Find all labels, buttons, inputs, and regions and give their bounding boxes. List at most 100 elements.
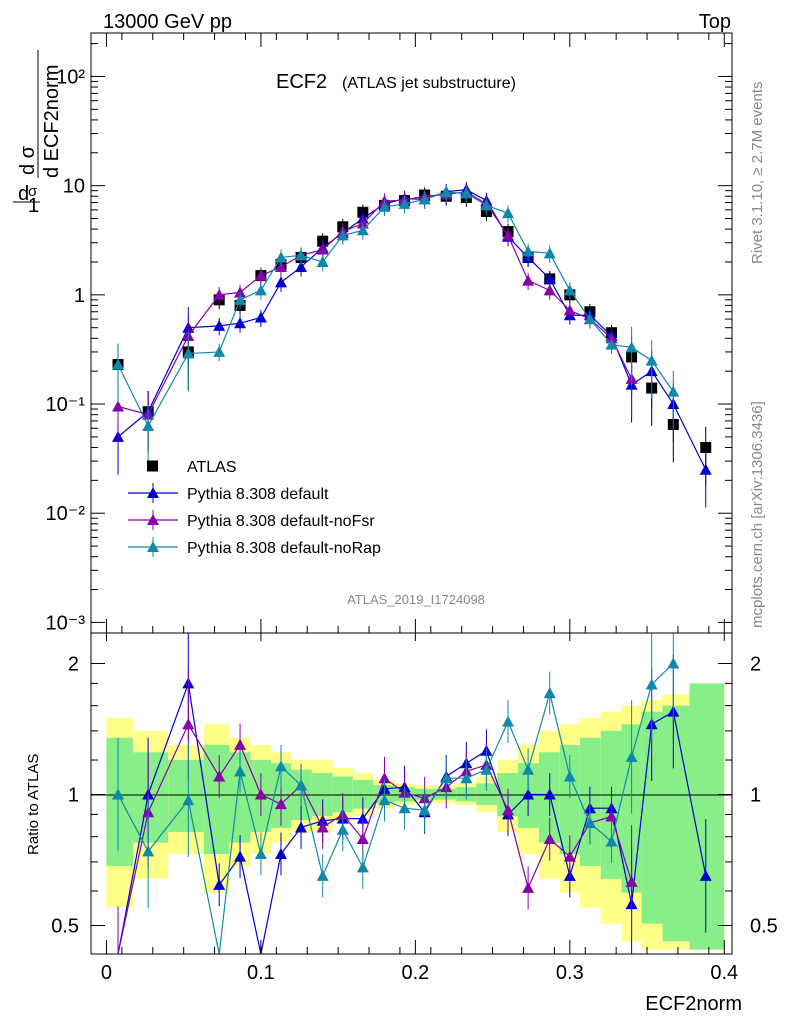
ratio-point-triangle [667,657,680,669]
header-energy: 13000 GeV pp [103,11,232,33]
ratio-point-triangle [112,788,125,800]
ratio-point-triangle [583,816,596,828]
data-point-triangle [605,338,618,350]
data-point-triangle [274,251,287,263]
data-point-triangle [418,193,431,205]
ratio-point-triangle [295,779,308,791]
main-series-2 [112,183,638,453]
main-y-tick-label: 10⁻² [46,503,86,525]
x-axis-title: ECF2norm [645,993,742,1015]
ratio-point-triangle [563,850,576,862]
series-line [117,191,633,416]
ratio-point-triangle [522,788,535,800]
x-axis-ticks: 0 0.1 0.2 0.3 0.4 [90,33,738,984]
ratio-point-triangle [605,835,618,847]
data-point-triangle [460,187,473,199]
ratio-point-triangle [316,869,329,881]
ratio-panel: 0.5 0.5 1 1 2 2 [51,632,778,955]
legend-marker-triangle [147,514,159,525]
main-y-tick-label: 10⁻³ [46,612,86,634]
ratio-series-2 [112,633,680,955]
data-point-triangle [182,347,195,359]
ratio-point-triangle [543,788,556,800]
data-point-triangle [234,293,247,305]
svg-text:d ECF2norm: d ECF2norm [41,65,63,178]
side-label-rivet: Rivet 3.1.10, ≥ 2.7M events [749,82,766,265]
ratio-point-triangle [440,772,453,784]
ratio-point-triangle [213,770,226,782]
ratio-point-triangle [274,847,287,859]
ratio-y-axis-title: Ratio to ATLAS [25,754,42,855]
ratio-point-triangle [142,845,155,857]
main-y-tick-label: 10 [63,176,85,198]
ratio-point-triangle [254,847,267,859]
data-point-triangle [213,288,226,300]
ratio-point-triangle [336,823,349,835]
data-point-triangle [316,243,329,255]
ratio-point-triangle [502,715,515,727]
legend-label: Pythia 8.308 default-noFsr [187,513,375,530]
ratio-point-triangle [295,821,308,833]
plot-title: ECF2 [276,71,327,93]
ratio-point-triangle [356,833,369,845]
ratio-point-triangle [418,804,431,816]
data-point-triangle [112,400,125,412]
ratio-point-triangle [274,760,287,772]
x-tick-label: 0 [101,962,112,984]
ratio-point-triangle [213,878,226,890]
ratio-point-triangle [543,833,556,845]
ratio-point-triangle [182,794,195,806]
data-point-triangle [522,245,535,257]
legend-label: Pythia 8.308 default [187,486,329,503]
ratio-point-triangle [274,798,287,810]
data-point-triangle [254,284,267,296]
ratio-point-triangle [234,738,247,750]
svg-text:d: d [18,183,29,205]
ratio-point-triangle [645,678,658,690]
legend-item: Pythia 8.308 default [128,483,329,503]
x-tick-label: 0.2 [401,962,429,984]
ratio-point-triangle [460,772,473,784]
data-point-triangle [234,317,247,329]
legend-marker-triangle [147,487,159,498]
ratio-point-triangle [522,763,535,775]
ratio-y-tick-label-right: 1 [750,784,761,806]
x-tick-label: 0.4 [710,962,738,984]
ratio-point-triangle [234,850,247,862]
ratio-band-inner [106,737,134,866]
legend-item: Pythia 8.308 default-noFsr [128,510,375,530]
ratio-series-1 [117,667,638,955]
legend-marker-triangle [147,541,159,552]
data-point-triangle [274,276,287,288]
ratio-point-triangle [316,821,329,833]
legend-label: ATLAS [187,459,237,476]
ratio-point-triangle [625,750,638,762]
main-series-3 [112,184,680,464]
legend-item: Pythia 8.308 default-noRap [128,537,381,557]
analysis-watermark: ATLAS_2019_I1724098 [347,592,485,607]
data-point-triangle [316,255,329,267]
ratio-point-triangle [699,869,712,881]
data-point-triangle [398,197,411,209]
data-point-triangle [502,229,515,241]
data-point-triangle [356,224,369,236]
data-point-triangle [645,354,658,366]
data-point-triangle [254,311,267,323]
data-point-triangle [522,274,535,286]
ratio-point-triangle [563,770,576,782]
ratio-band-inner [352,779,374,809]
ratio-y-tick-label-right: 2 [750,653,761,675]
data-point-triangle [213,319,226,331]
x-tick-label: 0.1 [247,962,275,984]
ratio-point-triangle [625,875,638,887]
data-point-triangle [563,304,576,316]
data-point-triangle [336,229,349,241]
data-point-triangle [502,207,515,219]
ratio-band-inner [689,683,725,950]
ratio-band-inner [662,705,690,942]
main-y-axis-title: d 1 σ d σ d ECF2norm [13,50,63,217]
ratio-point-triangle [378,772,391,784]
data-point-triangle [440,186,453,198]
main-panel: 10⁻³ 10⁻² 10⁻¹ 1 10 10² ECF2 (ATLAS jet subst… [46,32,733,634]
